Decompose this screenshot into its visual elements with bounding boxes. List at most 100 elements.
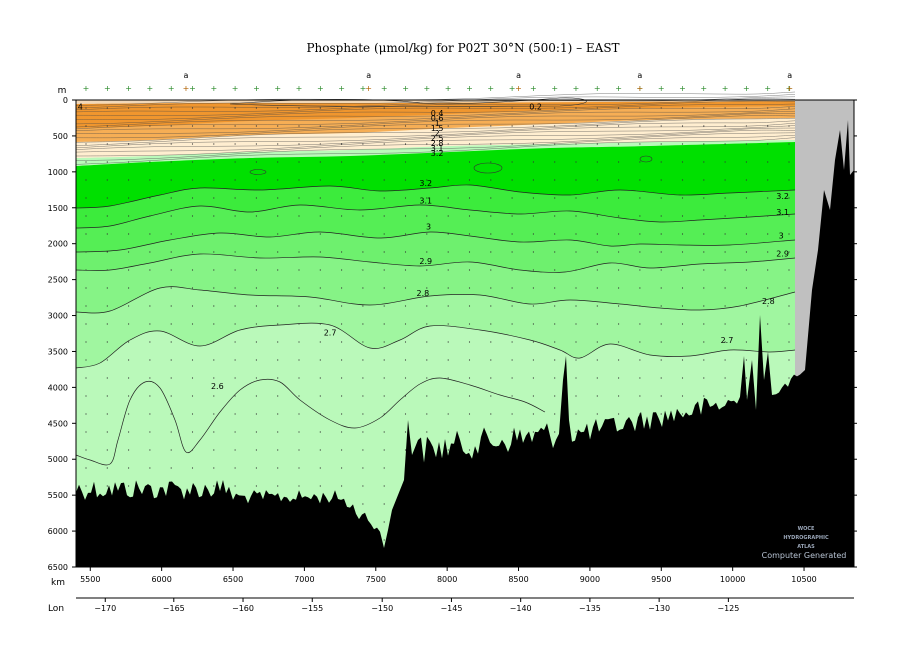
sample-dot <box>149 179 151 181</box>
sample-dot <box>639 395 641 397</box>
sample-dot <box>383 539 385 541</box>
sample-dot <box>724 251 726 253</box>
sample-dot <box>575 233 577 235</box>
station-cross: + <box>637 84 644 93</box>
station-cross: + <box>658 84 665 93</box>
station-cross-major: + <box>183 84 190 93</box>
sample-dot <box>745 323 748 325</box>
sample-dot <box>575 305 577 307</box>
sample-dot <box>511 197 513 199</box>
sample-dot <box>703 125 705 127</box>
sample-dot <box>85 179 87 181</box>
sample-dot <box>468 323 471 325</box>
sample-dot <box>681 287 684 289</box>
sample-dot <box>341 305 343 307</box>
sample-dot <box>532 395 535 397</box>
sample-dot <box>234 413 236 415</box>
contour-label-stack: 2 <box>435 129 440 138</box>
sample-dot <box>128 197 130 199</box>
sample-dot <box>532 377 535 379</box>
sample-dot <box>383 341 385 343</box>
sample-dot <box>468 377 471 379</box>
sample-dot <box>362 107 364 109</box>
sample-dot <box>660 413 662 415</box>
sample-dot <box>319 323 321 325</box>
sample-dot <box>128 449 130 451</box>
sample-dot <box>191 377 194 379</box>
sample-dot <box>511 215 513 217</box>
sample-dot <box>255 359 257 361</box>
sample-dot <box>234 395 236 397</box>
sample-dot <box>383 269 385 271</box>
sample-dot <box>277 287 279 289</box>
sample-dot <box>85 107 87 109</box>
station-cross: + <box>83 84 90 93</box>
isoline-upper <box>75 134 796 161</box>
sample-dot <box>575 269 577 271</box>
sample-dot <box>596 395 598 397</box>
sample-dot <box>191 233 194 235</box>
x-tick-label: 8500 <box>508 575 528 584</box>
sample-dot <box>724 107 726 109</box>
sample-dot <box>298 287 300 289</box>
sample-dot <box>596 413 598 415</box>
sample-dot <box>191 431 194 433</box>
sample-dot <box>681 107 684 109</box>
sample-dot <box>660 233 662 235</box>
sample-dot <box>213 431 215 433</box>
sample-dot <box>618 359 620 361</box>
isoline-upper <box>75 122 796 147</box>
sample-dot <box>554 125 556 127</box>
sample-dot <box>404 431 407 433</box>
isoline-upper <box>75 118 796 139</box>
sample-dot <box>660 323 662 325</box>
sample-dot <box>298 467 300 469</box>
sample-dot <box>724 215 726 217</box>
sample-dot <box>213 485 215 487</box>
station-marker-label: a <box>637 71 642 80</box>
sample-dot <box>532 233 535 235</box>
sample-dot <box>724 287 726 289</box>
sample-dot <box>532 251 535 253</box>
contour-label: 2.7 <box>324 329 337 338</box>
sample-dot <box>213 449 215 451</box>
sample-dot <box>170 449 172 451</box>
sample-dot <box>383 287 385 289</box>
sample-dot <box>191 323 194 325</box>
sample-dot <box>681 161 684 163</box>
sample-dot <box>767 125 769 127</box>
sample-dot <box>234 179 236 181</box>
sample-dot <box>745 341 748 343</box>
station-cross: + <box>466 84 473 93</box>
sample-dot <box>85 143 87 145</box>
sample-dot <box>149 395 151 397</box>
sample-dot <box>234 287 236 289</box>
sample-dot <box>490 251 492 253</box>
contour-label-stack: 2.8 <box>431 139 444 148</box>
sample-dot <box>106 125 108 127</box>
sample-dot <box>362 395 364 397</box>
sample-dot <box>554 251 556 253</box>
sample-dot <box>85 161 87 163</box>
lon-tick-label: −145 <box>440 604 462 613</box>
sample-dot <box>128 161 130 163</box>
station-cross: + <box>722 84 729 93</box>
sample-dot <box>149 323 151 325</box>
sample-dot <box>703 107 705 109</box>
station-cross: + <box>530 84 537 93</box>
sample-dot <box>618 197 620 199</box>
isoline-upper <box>75 103 796 120</box>
sample-dot <box>490 161 492 163</box>
sample-dot <box>277 143 279 145</box>
sample-dot <box>767 179 769 181</box>
sample-dot <box>149 341 151 343</box>
sample-dot <box>234 341 236 343</box>
sample-dot <box>191 215 194 217</box>
station-cross: + <box>573 84 580 93</box>
sample-dot <box>234 377 236 379</box>
sample-dot <box>128 179 130 181</box>
sample-dot <box>618 341 620 343</box>
sample-dot <box>319 431 321 433</box>
sample-dot <box>341 377 343 379</box>
sample-dot <box>213 395 215 397</box>
